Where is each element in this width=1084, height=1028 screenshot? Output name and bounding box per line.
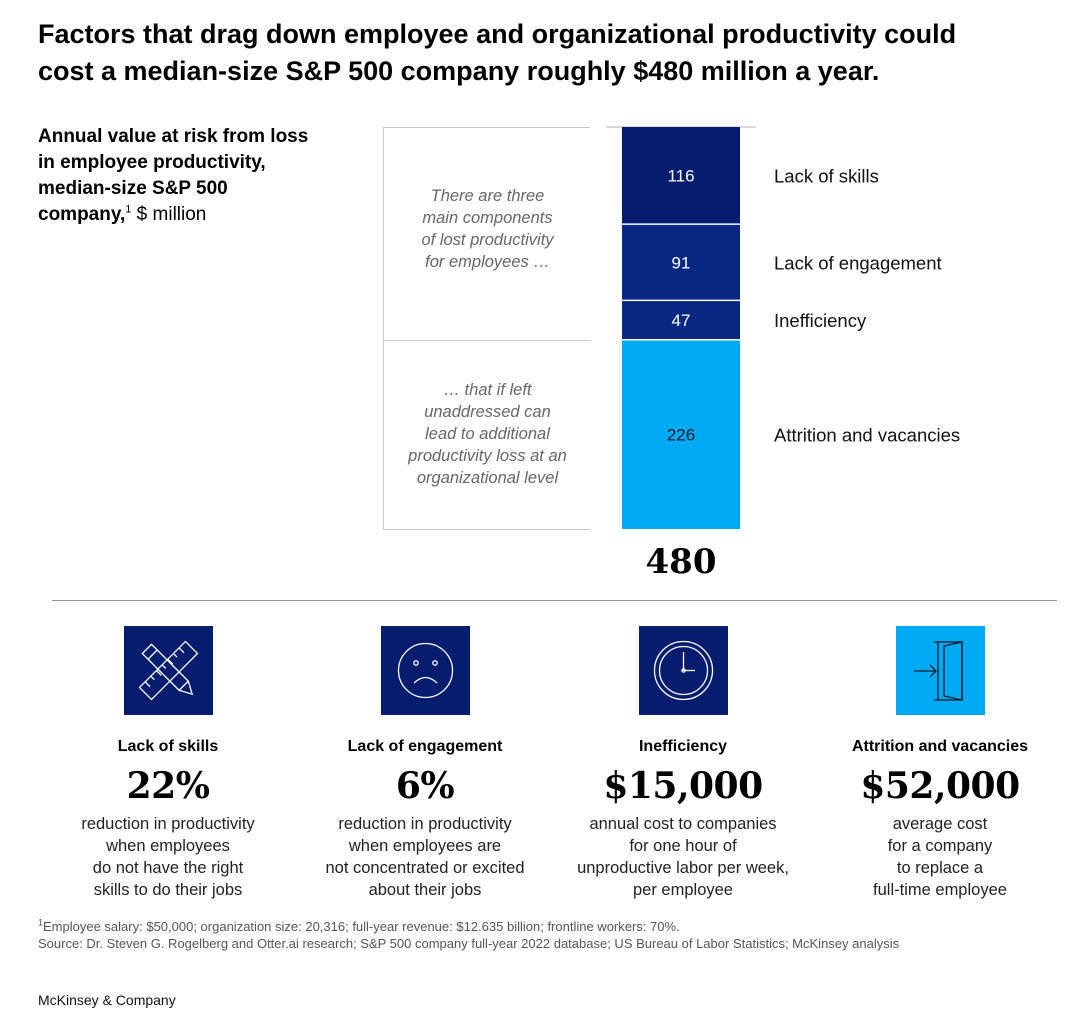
- card-lack-of-skills: Lack of skills 22% reduction in producti…: [40, 626, 296, 901]
- card-description: reduction in productivity when employees…: [297, 813, 553, 901]
- card-stat: $15,000: [603, 765, 763, 807]
- bar-segment-attrition-and-vacancies: [622, 339, 740, 529]
- card-stat: 6%: [395, 765, 455, 807]
- clock-icon: [638, 626, 728, 715]
- footnote-text: Employee salary: $50,000; organization s…: [43, 919, 680, 934]
- subtitle-line-1: Annual value at risk from loss: [38, 126, 309, 147]
- category-label: Lack of skills: [774, 166, 879, 187]
- category-label: Lack of engagement: [774, 252, 942, 273]
- card-desc-line: not concentrated or excited: [325, 859, 525, 877]
- bar-value-label: 91: [672, 253, 691, 272]
- note-top-line: main components: [422, 209, 553, 227]
- card-desc-line: for one hour of: [629, 837, 737, 855]
- card-stat: $52,000: [860, 765, 1020, 807]
- note-bottom-line: … that if left: [443, 381, 532, 399]
- card-desc-line: average cost: [892, 815, 988, 833]
- card-label: Attrition and vacancies: [851, 738, 1029, 755]
- card-desc-line: reduction in productivity: [81, 815, 255, 833]
- bracket-organizational-level: [383, 340, 590, 530]
- card-attrition-and-vacancies: Attrition and vacancies $52,000 average …: [812, 626, 1068, 901]
- note-top-line: There are three: [430, 187, 545, 205]
- ruler-pencil-icon: [123, 626, 213, 715]
- bar-segment-lack-of-engagement: [622, 224, 740, 301]
- brand-logo-text: McKinsey & Company: [38, 992, 176, 1008]
- note-employee-components: There are three main components of lost …: [390, 185, 585, 273]
- section-divider: [52, 600, 1057, 601]
- card-desc-line: per employee: [633, 881, 733, 899]
- note-bottom-line: productivity loss at an: [408, 447, 567, 465]
- bar-value-label: 47: [672, 311, 691, 330]
- card-desc-line: about their jobs: [368, 881, 482, 899]
- note-bottom-line: organizational level: [416, 469, 559, 487]
- exit-door-icon: [895, 626, 985, 715]
- title-line-1: Factors that drag down employee and orga…: [38, 19, 957, 49]
- subtitle-company: company,: [38, 204, 126, 225]
- card-label: Inefficiency: [638, 738, 728, 755]
- bar-value-label: 116: [667, 167, 694, 186]
- note-top-line: for employees …: [425, 253, 550, 271]
- subtitle-line-3: median-size S&P 500: [38, 178, 228, 199]
- card-desc-line: unproductive labor per week,: [577, 859, 789, 877]
- card-stat: 22%: [126, 765, 210, 807]
- footnote: 1Employee salary: $50,000; organization …: [38, 918, 1068, 952]
- card-desc-line: annual cost to companies: [589, 815, 777, 833]
- bar-segment-inefficiency: [622, 300, 740, 340]
- card-desc-line: when employees are: [348, 837, 502, 855]
- note-organizational-level: … that if left unaddressed can lead to a…: [390, 379, 585, 489]
- card-desc-line: reduction in productivity: [338, 815, 512, 833]
- card-label: Lack of engagement: [347, 738, 503, 755]
- card-lack-of-engagement: Lack of engagement 6% reduction in produ…: [297, 626, 553, 901]
- stacked-bar-chart: 116 Lack of skills 91 Lack of engagement 47 I…: [606, 126, 960, 582]
- chart-title: Factors that drag down employee and orga…: [38, 16, 1058, 90]
- card-desc-line: skills to do their jobs: [93, 881, 243, 899]
- note-top-line: of lost productivity: [421, 231, 554, 249]
- category-label: Inefficiency: [774, 310, 867, 331]
- card-description: reduction in productivity when employees…: [40, 813, 296, 901]
- title-line-2: cost a median-size S&P 500 company rough…: [38, 56, 880, 86]
- sad-face-icon: [380, 626, 470, 715]
- card-desc-line: for a company: [887, 837, 993, 855]
- card-inefficiency: Inefficiency $15,000 annual cost to comp…: [555, 626, 811, 901]
- total-label: 480: [646, 542, 717, 582]
- subtitle-footnote-marker: 1: [125, 203, 132, 216]
- card-label: Lack of skills: [117, 738, 219, 755]
- bar-value-label: 226: [667, 425, 695, 444]
- chart-subtitle: Annual value at risk from loss in employ…: [38, 124, 358, 228]
- card-description: annual cost to companies for one hour of…: [555, 813, 811, 901]
- note-bottom-line: unaddressed can: [424, 403, 551, 421]
- subtitle-unit: $ million: [131, 204, 207, 225]
- footnote-line-1: 1Employee salary: $50,000; organization …: [38, 918, 1068, 935]
- footnote-marker: 1: [38, 917, 44, 928]
- card-desc-line: when employees: [106, 837, 230, 855]
- bracket-employee-components: [383, 127, 590, 340]
- subtitle-line-4: company,1 $ million: [38, 202, 358, 228]
- card-desc-line: full-time employee: [873, 881, 1007, 899]
- category-label: Attrition and vacancies: [774, 424, 960, 445]
- card-desc-line: to replace a: [896, 859, 984, 877]
- card-desc-line: do not have the right: [92, 859, 244, 877]
- card-description: average cost for a company to replace a …: [812, 813, 1068, 901]
- subtitle-line-2: in employee productivity,: [38, 152, 266, 173]
- source-line: Source: Dr. Steven G. Rogelberg and Otte…: [38, 936, 900, 951]
- note-bottom-line: lead to additional: [425, 425, 550, 443]
- bar-segment-lack-of-skills: [622, 127, 740, 225]
